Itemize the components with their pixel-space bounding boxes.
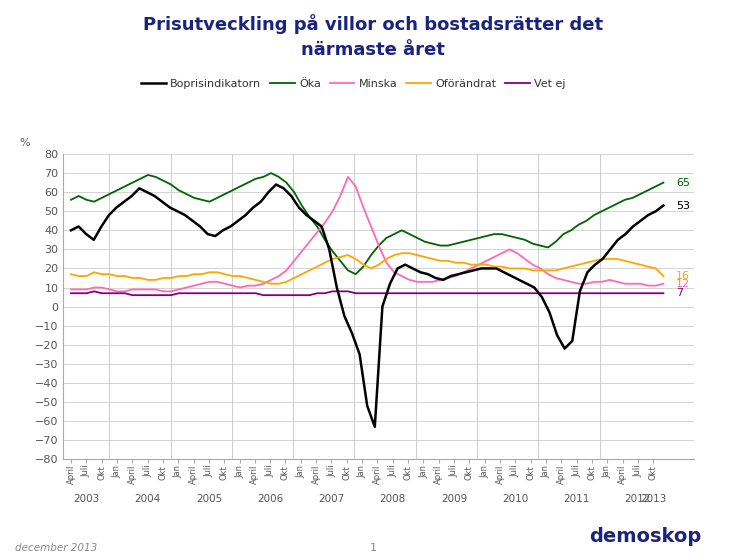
Text: 2007: 2007 [319, 493, 345, 503]
Text: 2005: 2005 [195, 493, 222, 503]
Text: 2012: 2012 [624, 493, 651, 503]
Text: 53: 53 [677, 200, 690, 211]
Text: december 2013: december 2013 [15, 543, 97, 553]
Text: 2003: 2003 [73, 493, 99, 503]
Text: 2004: 2004 [134, 493, 160, 503]
Text: 2010: 2010 [502, 493, 528, 503]
Text: 2013: 2013 [640, 493, 666, 503]
Legend: Boprisindikatorn, Öka, Minska, Oförändrat, Vet ej: Boprisindikatorn, Öka, Minska, Oförändra… [137, 74, 570, 93]
Text: demoskop: demoskop [589, 527, 701, 546]
Text: Prisutveckling på villor och bostadsrätter det
närmaste året: Prisutveckling på villor och bostadsrätt… [143, 14, 603, 59]
Text: 2008: 2008 [380, 493, 406, 503]
Text: 16: 16 [677, 271, 690, 281]
Text: %: % [19, 138, 30, 148]
Text: 1: 1 [369, 543, 377, 553]
Text: 7: 7 [677, 288, 683, 298]
Text: 2011: 2011 [563, 493, 590, 503]
Text: 12: 12 [677, 279, 691, 289]
Text: 2009: 2009 [441, 493, 467, 503]
Text: 65: 65 [677, 178, 690, 188]
Text: 2006: 2006 [257, 493, 283, 503]
